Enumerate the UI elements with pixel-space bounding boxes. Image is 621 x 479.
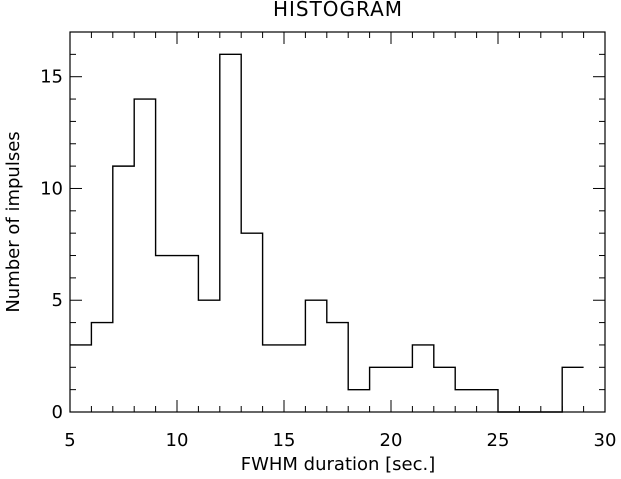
- y-tick-label: 5: [52, 290, 63, 311]
- histogram-bin: [327, 323, 348, 412]
- histogram-bin: [434, 367, 455, 412]
- chart-title: HISTOGRAM: [273, 0, 403, 21]
- histogram-bin: [477, 390, 498, 412]
- histogram-bin: [284, 345, 305, 412]
- histogram-step-line: [70, 53, 584, 413]
- histogram-bin: [177, 256, 198, 412]
- x-tick-label: 10: [166, 430, 189, 451]
- y-tick-label: 15: [40, 67, 63, 88]
- histogram-bin: [113, 166, 134, 412]
- histogram-bins: [70, 54, 584, 412]
- x-axis-tick-labels: 5 10 15 20 25 30: [64, 430, 616, 451]
- histogram-bin: [134, 99, 155, 412]
- histogram-bin: [198, 300, 219, 412]
- histogram-bin: [348, 390, 369, 412]
- y-axis-ticks: [70, 31, 605, 413]
- histogram-bin: [91, 323, 112, 412]
- x-axis-ticks: [69, 32, 606, 412]
- y-axis-label: Number of impulses: [3, 131, 24, 312]
- x-tick-label: 20: [380, 430, 403, 451]
- x-tick-label: 15: [273, 430, 296, 451]
- y-tick-label: 10: [40, 178, 63, 199]
- plot-frame: [69, 31, 606, 413]
- histogram-bin: [241, 233, 262, 412]
- x-tick-label: 30: [594, 430, 617, 451]
- histogram-bin: [263, 345, 284, 412]
- y-axis-tick-labels: 0 5 10 15: [40, 67, 63, 423]
- y-tick-label: 0: [52, 402, 63, 423]
- histogram-bin: [562, 367, 583, 412]
- histogram-bin: [156, 256, 177, 412]
- x-tick-label: 25: [487, 430, 510, 451]
- histogram-bin: [412, 345, 433, 412]
- histogram-bin: [370, 367, 391, 412]
- histogram-bin: [305, 300, 326, 412]
- histogram-bin: [220, 54, 241, 412]
- histogram-bin: [391, 367, 412, 412]
- histogram-bin: [70, 345, 91, 412]
- x-tick-label: 5: [64, 430, 75, 451]
- x-axis-label: FWHM duration [sec.]: [241, 454, 436, 475]
- histogram-bin: [455, 390, 476, 412]
